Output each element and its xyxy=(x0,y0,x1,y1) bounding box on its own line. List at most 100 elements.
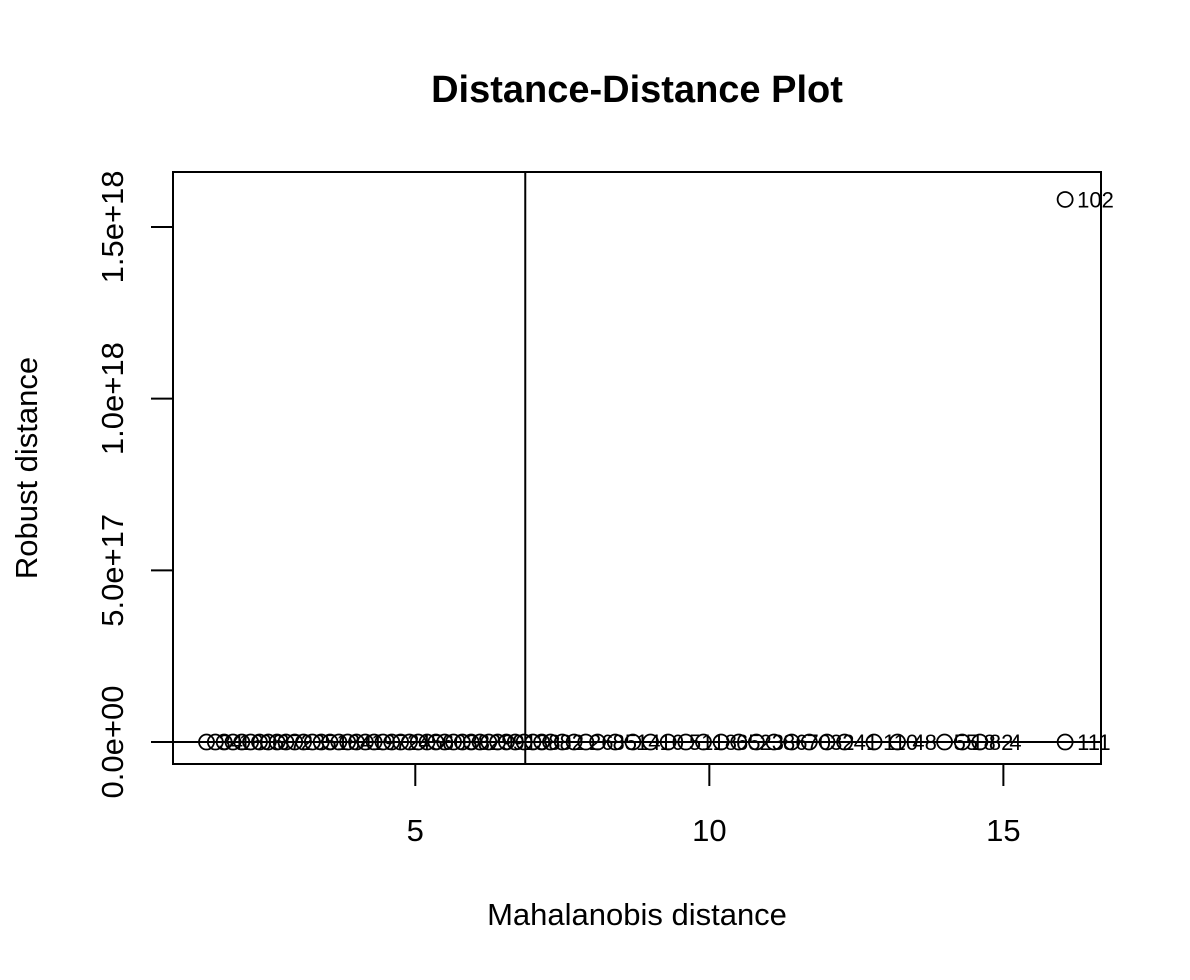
x-tick-label: 10 xyxy=(692,813,726,848)
data-point xyxy=(642,733,659,751)
data-point xyxy=(865,733,883,751)
data-point xyxy=(295,733,312,751)
crowded-point-label: 26 xyxy=(589,730,613,755)
crowded-point-label: 14 xyxy=(636,730,660,755)
crowded-point-label: 84 xyxy=(348,730,372,755)
crowded-point-label: 82 xyxy=(560,730,584,755)
data-point xyxy=(542,733,559,751)
crowded-point-label: 48 xyxy=(912,730,936,755)
data-point xyxy=(233,733,251,751)
data-point xyxy=(606,733,624,751)
crowded-point-label: 110 xyxy=(883,730,918,755)
crowded-point-label: 4 xyxy=(1009,730,1021,755)
data-point xyxy=(480,733,498,751)
data-point xyxy=(553,733,571,751)
y-axis: 0.0e+00 5.0e+17 1.0e+18 1.5e+18 xyxy=(95,170,174,798)
point-label: 102 xyxy=(1077,187,1114,212)
data-point xyxy=(589,733,606,751)
crowded-point-label: 70 xyxy=(807,730,831,755)
data-point xyxy=(624,733,642,751)
data-point xyxy=(445,733,462,751)
crowded-point-label: 38 xyxy=(465,730,489,755)
chart-title: Distance-Distance Plot xyxy=(431,69,843,111)
data-point xyxy=(953,733,971,751)
data-point xyxy=(971,733,989,751)
data-point xyxy=(730,733,748,751)
data-point xyxy=(889,733,906,751)
data-point xyxy=(312,733,330,751)
data-point xyxy=(277,733,295,751)
data-point xyxy=(565,733,583,751)
y-tick-label: 5.0e+17 xyxy=(95,514,130,627)
y-axis-label: Robust distance xyxy=(9,357,44,579)
crowded-point-label: 51 xyxy=(689,730,713,755)
data-point xyxy=(462,733,480,751)
data-point xyxy=(577,733,595,751)
crowded-point-label: 23 xyxy=(760,730,784,755)
crowded-point-label: 16 xyxy=(239,730,263,755)
data-point xyxy=(818,733,836,751)
data-point xyxy=(747,733,765,751)
crowded-point-label: 72 xyxy=(395,730,419,755)
data-point xyxy=(392,733,409,751)
data-point xyxy=(198,733,215,751)
crowded-point-label: 18 xyxy=(712,730,736,755)
data-point xyxy=(259,733,277,751)
data-point xyxy=(242,733,260,751)
crowded-point-label: 06 xyxy=(260,730,284,755)
data-point xyxy=(286,733,304,751)
points-layer xyxy=(198,191,1074,751)
data-point xyxy=(436,733,454,751)
data-point xyxy=(936,733,953,751)
crowded-point-label: 10 xyxy=(660,730,684,755)
data-point xyxy=(356,733,374,751)
data-point xyxy=(1056,733,1074,751)
crowded-point-label: 51 xyxy=(324,730,348,755)
data-point xyxy=(251,733,268,751)
data-point xyxy=(339,733,357,751)
crowded-point-label: 65 xyxy=(736,730,760,755)
data-point xyxy=(471,733,489,751)
crowded-point-label: 85 xyxy=(612,730,636,755)
data-point xyxy=(524,733,542,751)
crowded-point-label: 91 xyxy=(513,730,537,755)
data-point xyxy=(365,733,383,751)
crowded-point-label: 23 xyxy=(301,730,325,755)
data-point xyxy=(695,733,712,751)
data-point xyxy=(489,733,507,751)
crowded-point-label: 41 xyxy=(854,730,878,755)
crowded-point-label: 82 xyxy=(989,730,1013,755)
data-point xyxy=(215,733,233,751)
data-point xyxy=(800,733,818,751)
data-point xyxy=(374,733,392,751)
data-point xyxy=(453,733,471,751)
data-point xyxy=(224,733,242,751)
data-point xyxy=(321,733,339,751)
crowded-point-label: 19 xyxy=(371,730,395,755)
data-point xyxy=(268,733,286,751)
x-axis-label: Mahalanobis distance xyxy=(487,897,787,932)
data-point xyxy=(783,733,801,751)
data-point xyxy=(427,733,445,751)
crowded-point-label: 60 xyxy=(442,730,466,755)
data-point xyxy=(383,733,401,751)
y-tick-label: 1.5e+18 xyxy=(95,170,130,283)
data-point xyxy=(206,733,224,751)
data-point xyxy=(418,733,436,751)
crowded-point-label: 34 xyxy=(218,730,242,755)
data-point xyxy=(712,733,730,751)
cutoff-lines xyxy=(173,172,1101,764)
data-point xyxy=(765,733,783,751)
data-point xyxy=(303,733,321,751)
crowded-point-label: 38 xyxy=(536,730,560,755)
point-label: 111 xyxy=(1077,730,1110,755)
plot-frame xyxy=(172,171,1102,765)
data-point xyxy=(506,733,524,751)
data-point xyxy=(348,733,365,751)
crowded-point-label: 37 xyxy=(277,730,301,755)
x-tick-label: 5 xyxy=(407,813,424,848)
x-axis: 5 10 15 xyxy=(407,763,1021,848)
data-point xyxy=(659,733,677,751)
